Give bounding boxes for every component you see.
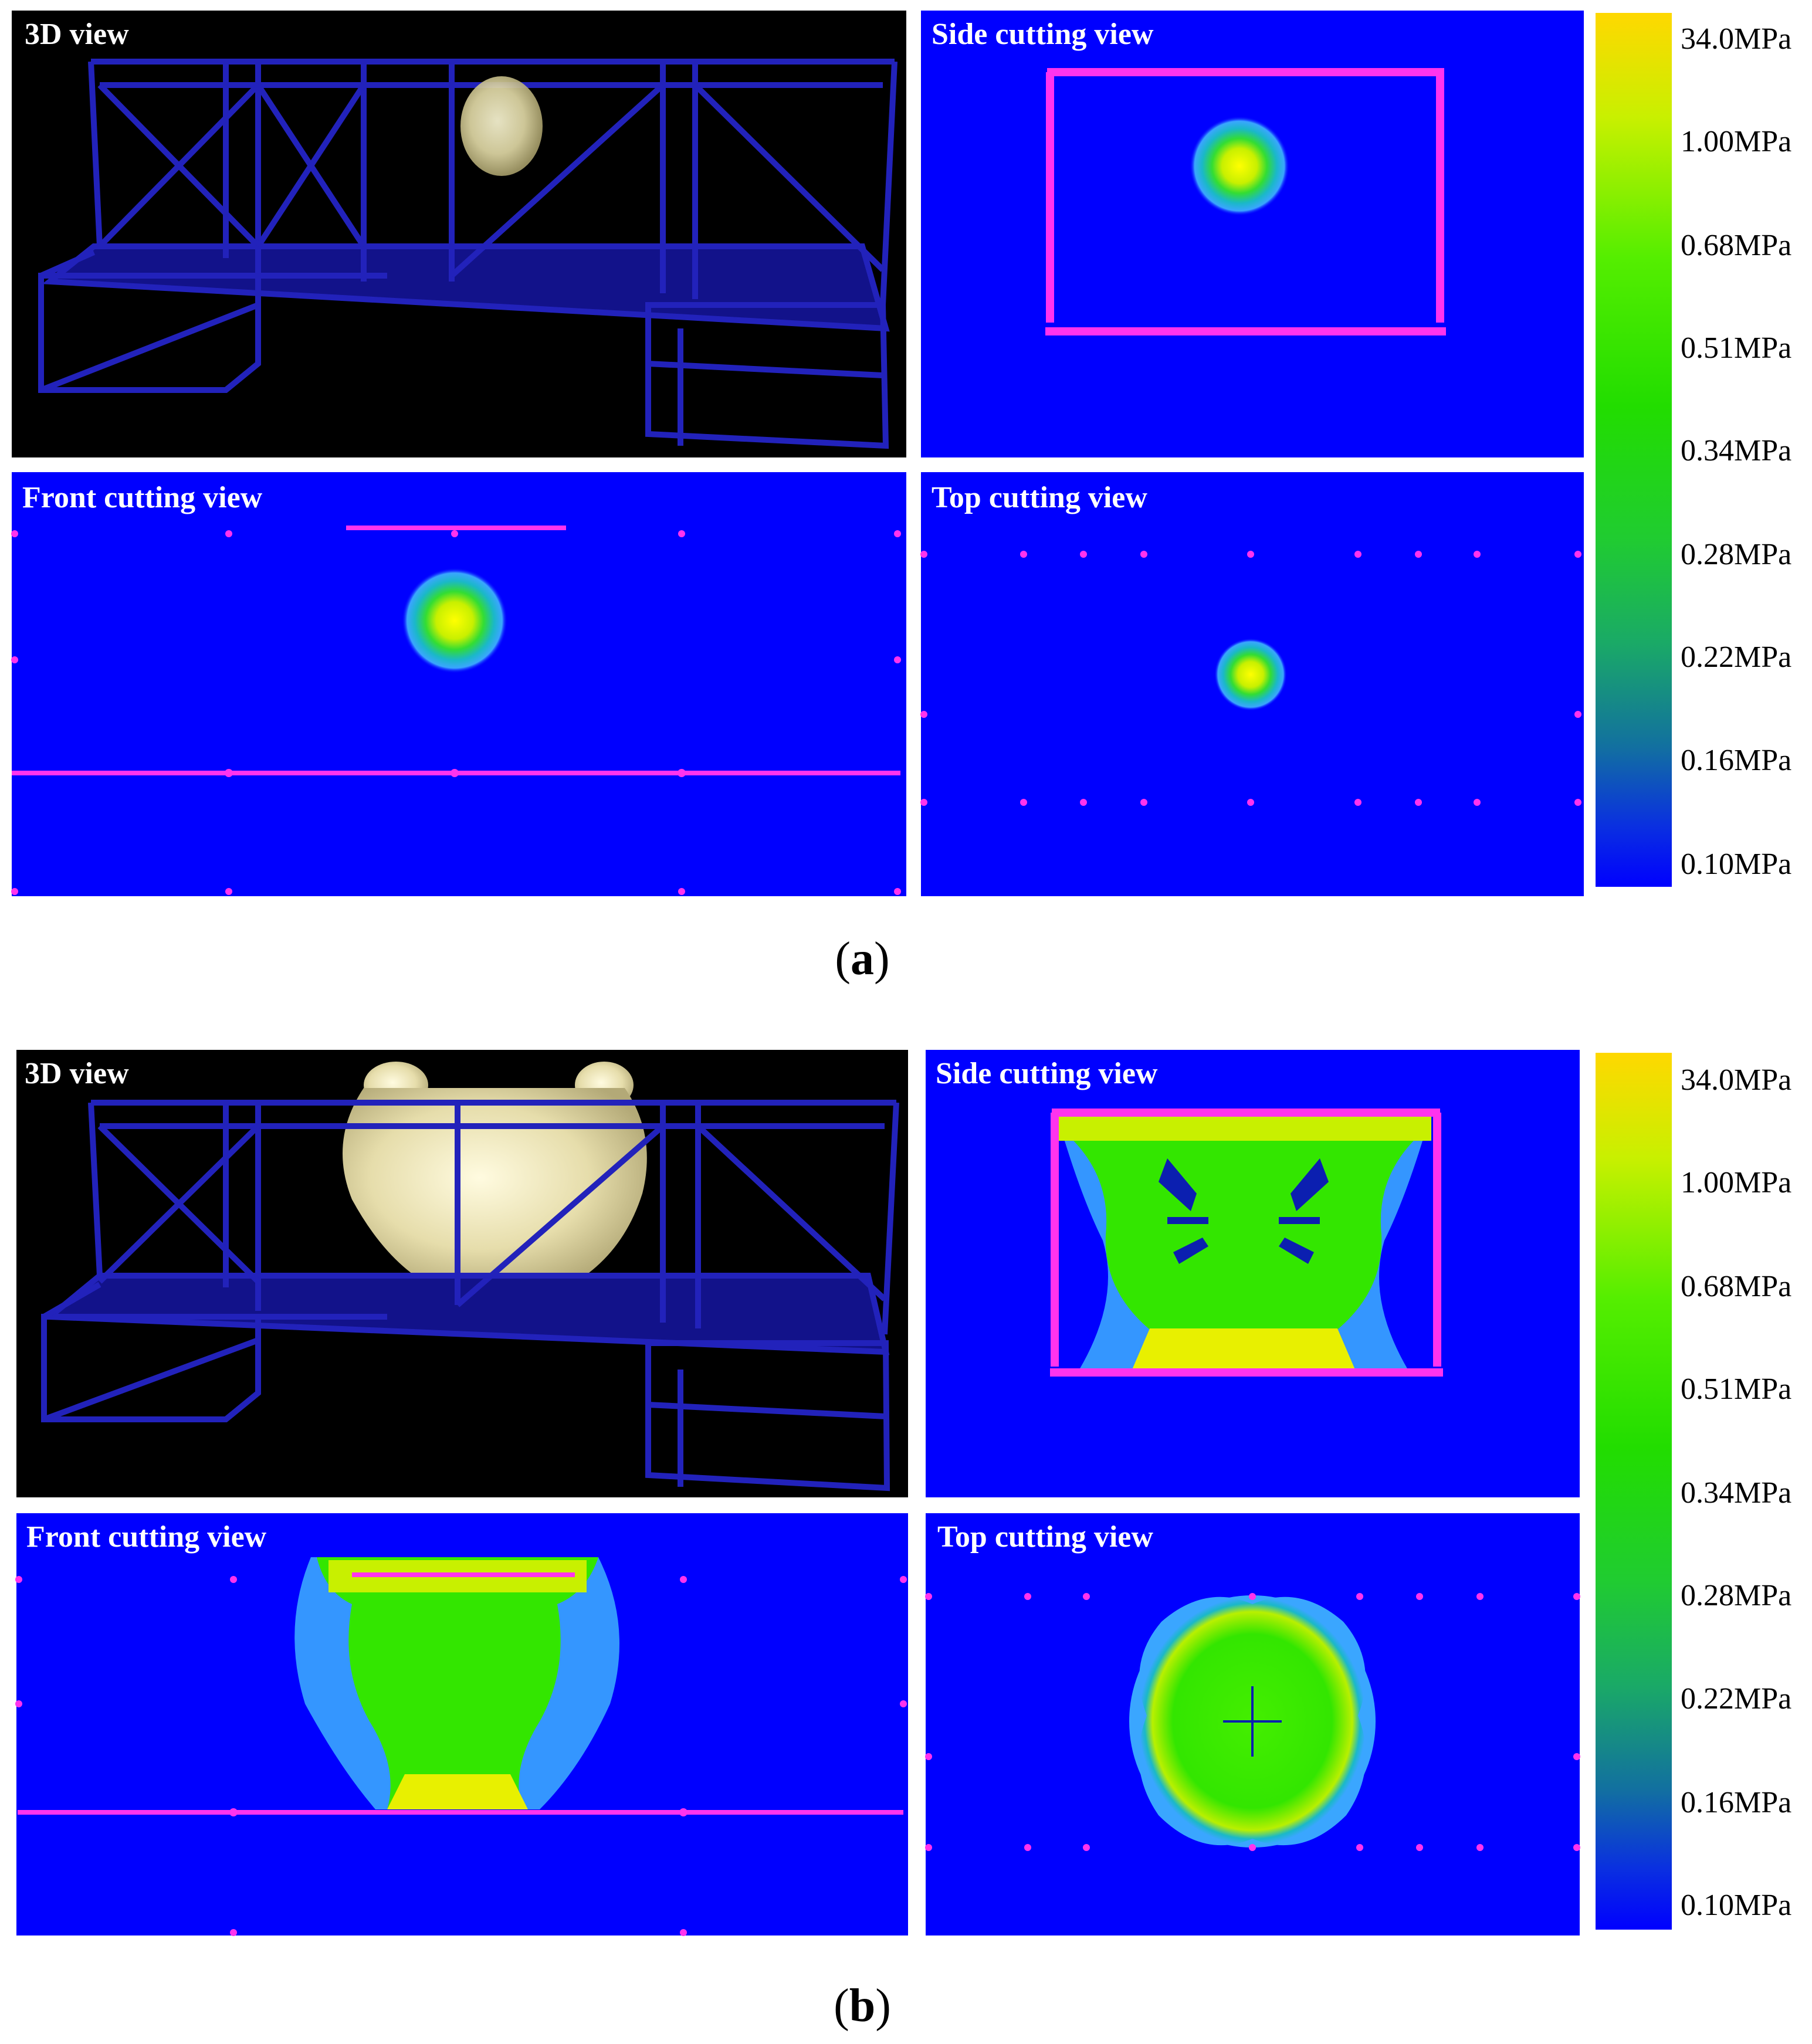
panel-title-front-a: Front cutting view — [22, 481, 263, 514]
panel-top-cutting-view-a: Top cutting view — [920, 472, 1584, 896]
probe-markers-front — [15, 1576, 907, 1936]
pressure-bubble-top — [1214, 638, 1287, 711]
colorbar-label: 0.28MPa — [1681, 538, 1791, 571]
caption-a: (a) — [835, 933, 890, 985]
pressure-field-top — [1129, 1595, 1376, 1848]
panel-title-top-b: Top cutting view — [937, 1520, 1153, 1554]
panel-3d-view-b: 3D view — [16, 1050, 908, 1497]
frame-structure-3d — [38, 59, 897, 449]
figure-b-graphic: 3D view — [15, 1050, 1791, 1936]
probe-markers-top — [925, 1593, 1580, 1851]
panel-front-cutting-view-a: Front cutting view — [11, 472, 906, 896]
probe-markers-top — [920, 551, 1581, 806]
colorbar-label: 0.34MPa — [1681, 1476, 1791, 1510]
panel-title-3d-view-a: 3D view — [25, 18, 129, 51]
panel-3d-view-a: 3D view — [12, 11, 906, 457]
caption-b: (b) — [834, 1980, 891, 2032]
colorbar-label: 1.00MPa — [1681, 1166, 1791, 1199]
probe-markers-front — [11, 530, 901, 895]
colorbar-label: 0.28MPa — [1681, 1579, 1791, 1612]
colorbar-label: 0.34MPa — [1681, 434, 1791, 467]
panel-top-cutting-view-b: Top cutting view — [925, 1513, 1580, 1935]
panel-title-top-a: Top cutting view — [932, 481, 1147, 514]
boundary-lines-front — [18, 1572, 903, 1815]
colorbar-label: 0.51MPa — [1681, 331, 1791, 365]
panel-side-cutting-view-b: Side cutting view — [926, 1050, 1580, 1497]
caption-letter-b: b — [849, 1980, 876, 2032]
colorbar-label: 0.68MPa — [1681, 229, 1791, 262]
colorbar-label: 0.22MPa — [1681, 1682, 1791, 1716]
colorbar-b: 34.0MPa 1.00MPa 0.68MPa 0.51MPa 0.34MPa … — [1596, 1053, 1791, 1930]
colorbar-label: 1.00MPa — [1681, 125, 1791, 158]
figure-b: 3D view — [0, 1041, 1812, 2044]
pressure-bubble-side — [1190, 116, 1289, 216]
colorbar-label: 0.22MPa — [1681, 640, 1791, 674]
panel-title-front-b: Front cutting view — [26, 1520, 267, 1554]
boundary-frame-side — [1050, 1109, 1443, 1377]
vase-3d — [343, 1062, 647, 1287]
colorbar-label: 0.51MPa — [1681, 1372, 1791, 1406]
pressure-bubble-front — [402, 568, 507, 673]
colorbar-label: 0.16MPa — [1681, 744, 1791, 777]
colorbar-label: 34.0MPa — [1681, 1063, 1791, 1097]
figure-a-graphic: 3D view Side cutting view — [11, 11, 1791, 896]
pressure-bubble-3d — [460, 76, 543, 176]
pressure-field-side — [1056, 1111, 1431, 1370]
colorbar-label: 0.16MPa — [1681, 1786, 1791, 1819]
panel-side-cutting-view-a: Side cutting view — [921, 11, 1584, 457]
colorbar-a: 34.0MPa 1.00MPa 0.68MPa 0.51MPa 0.34MPa … — [1596, 13, 1791, 887]
colorbar-label: 0.10MPa — [1681, 848, 1791, 881]
colorbar-label: 0.10MPa — [1681, 1889, 1791, 1922]
figure-a: 3D view Side cutting view — [0, 0, 1812, 997]
panel-title-3d-view-b: 3D view — [25, 1057, 129, 1090]
colorbar-label: 34.0MPa — [1681, 22, 1791, 56]
caption-letter-a: a — [851, 933, 874, 985]
boundary-frame-side — [1045, 68, 1446, 335]
panel-title-side-a: Side cutting view — [932, 18, 1154, 51]
colorbar-label: 0.68MPa — [1681, 1270, 1791, 1303]
panel-title-side-b: Side cutting view — [936, 1057, 1158, 1090]
panel-front-cutting-view-b: Front cutting view — [15, 1513, 908, 1936]
frame-structure-3d — [41, 1100, 899, 1492]
